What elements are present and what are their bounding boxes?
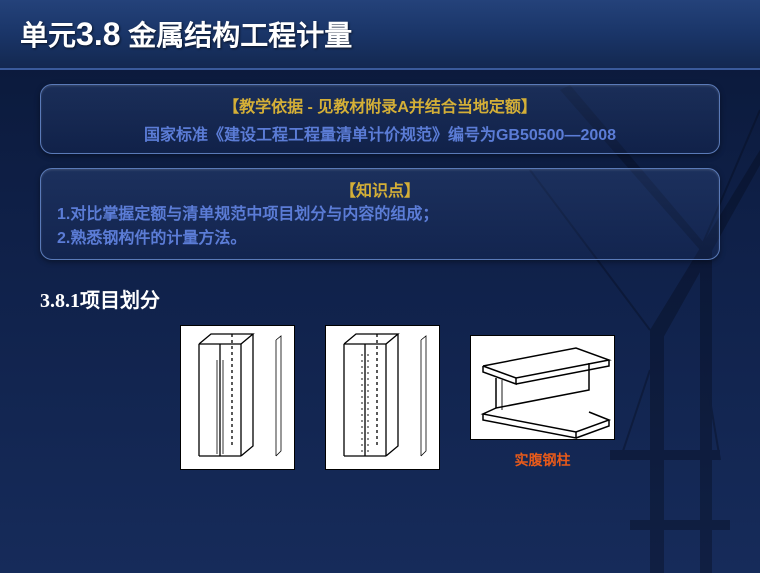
slide-header: 单元3.8 金属结构工程计量: [0, 0, 760, 70]
section-name: 项目划分: [80, 290, 160, 312]
section-number: 3.8.1: [40, 290, 80, 312]
panel2-list: 1.对比掌握定额与清单规范中项目划分与内容的组成； 2.熟悉钢构件的计量方法。: [57, 203, 703, 251]
section-title: 3.8.1项目划分: [40, 284, 760, 313]
panel2-heading: 【知识点】: [57, 177, 703, 201]
knowledge-points-panel: 【知识点】 1.对比掌握定额与清单规范中项目划分与内容的组成； 2.熟悉钢构件的…: [40, 168, 720, 260]
unit-title: 金属结构工程计量: [128, 20, 352, 51]
slide-title: 单元3.8 金属结构工程计量: [20, 14, 352, 54]
diagram-row: 实腹钢柱: [180, 325, 760, 470]
unit-number: 3.8: [76, 16, 120, 52]
knowledge-item-1: 1.对比掌握定额与清单规范中项目划分与内容的组成；: [57, 203, 703, 227]
panel1-body: 国家标准《建设工程工程量清单计价规范》编号为GB50500—2008: [57, 121, 703, 145]
unit-prefix: 单元: [20, 20, 76, 51]
knowledge-item-2: 2.熟悉钢构件的计量方法。: [57, 227, 703, 251]
steel-column-diagram-3: [470, 335, 615, 440]
steel-column-diagram-2: [325, 325, 440, 470]
steel-column-diagram-1: [180, 325, 295, 470]
panel1-heading: 【教学依据 - 见教材附录A并结合当地定额】: [57, 93, 703, 117]
teaching-basis-panel: 【教学依据 - 见教材附录A并结合当地定额】 国家标准《建设工程工程量清单计价规…: [40, 84, 720, 154]
diagram-caption: 实腹钢柱: [515, 450, 571, 470]
steel-column-diagram-3-wrap: 实腹钢柱: [470, 335, 615, 470]
